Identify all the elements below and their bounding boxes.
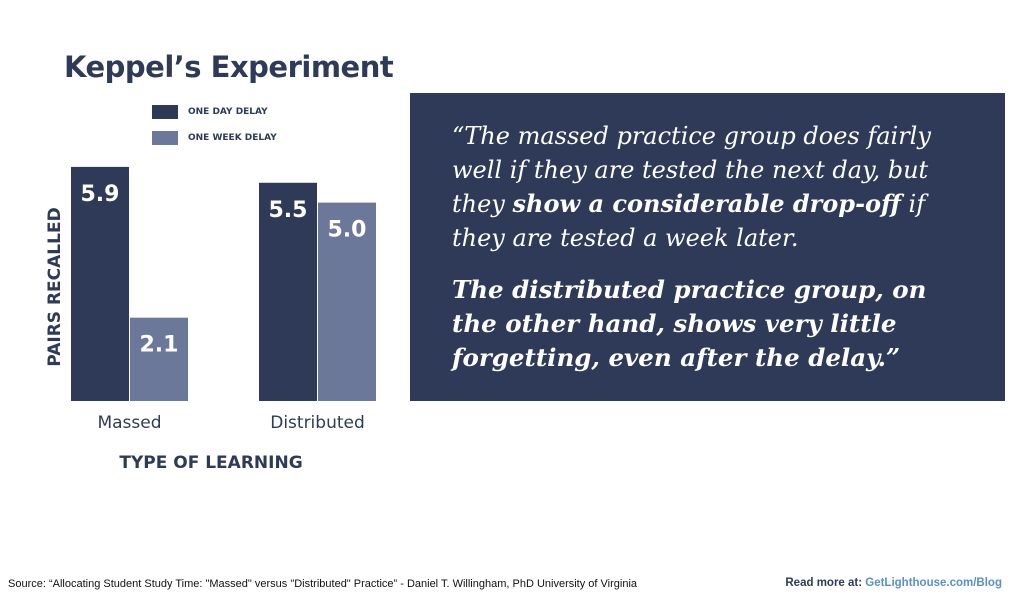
category-label-massed: Massed bbox=[97, 413, 161, 433]
y-axis-title: PAIRS RECALLED bbox=[45, 207, 65, 366]
quote-box: “The massed practice group does fairly w… bbox=[410, 93, 1005, 401]
bar-one-day-distributed bbox=[259, 182, 317, 401]
read-more[interactable]: Read more at: GetLighthouse.com/Blog bbox=[785, 577, 1002, 589]
chart-legend: ONE DAY DELAY ONE WEEK DELAY bbox=[152, 104, 277, 156]
bar-one-week-massed bbox=[130, 317, 188, 401]
value-label: 5.0 bbox=[328, 218, 367, 243]
value-label: 2.1 bbox=[140, 333, 179, 358]
quote-paragraph-1: “The massed practice group does fairly w… bbox=[452, 119, 975, 255]
read-more-prefix: Read more at: bbox=[785, 577, 866, 589]
quote-text-1b: if they are tested a week later. bbox=[452, 190, 926, 252]
bar-one-day-massed bbox=[71, 166, 129, 401]
legend-label-one-week: ONE WEEK DELAY bbox=[188, 133, 277, 143]
quote-paragraph-2: The distributed practice group, on the o… bbox=[452, 275, 927, 372]
value-label: 5.5 bbox=[269, 198, 308, 223]
x-axis-title: TYPE OF LEARNING bbox=[119, 453, 302, 473]
legend-swatch-one-week bbox=[152, 131, 178, 145]
category-label-distributed: Distributed bbox=[270, 413, 365, 433]
bar-chart: 5.9 2.1 Massed 5.5 5.0 Distributed TYPE OF LEA… bbox=[45, 166, 376, 473]
chart-title: Keppel’s Experiment bbox=[64, 50, 394, 84]
value-label: 5.9 bbox=[81, 182, 120, 207]
bar-one-week-distributed bbox=[318, 202, 376, 401]
quote-text-1a: “The massed practice group does fairly w… bbox=[452, 122, 931, 218]
legend-item-one-week: ONE WEEK DELAY bbox=[152, 130, 277, 146]
quote-text-1-emphasis: show a considerable drop-off bbox=[512, 189, 901, 218]
legend-label-one-day: ONE DAY DELAY bbox=[188, 107, 268, 117]
legend-swatch-one-day bbox=[152, 105, 178, 119]
read-more-link[interactable]: GetLighthouse.com/Blog bbox=[865, 577, 1002, 589]
source-citation: Source: “Allocating Student Study Time: … bbox=[8, 578, 638, 590]
legend-item-one-day: ONE DAY DELAY bbox=[152, 104, 277, 120]
